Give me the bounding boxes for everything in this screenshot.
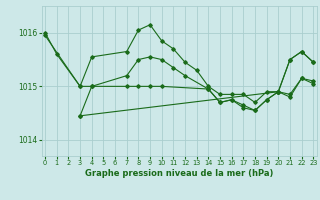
X-axis label: Graphe pression niveau de la mer (hPa): Graphe pression niveau de la mer (hPa) xyxy=(85,169,273,178)
